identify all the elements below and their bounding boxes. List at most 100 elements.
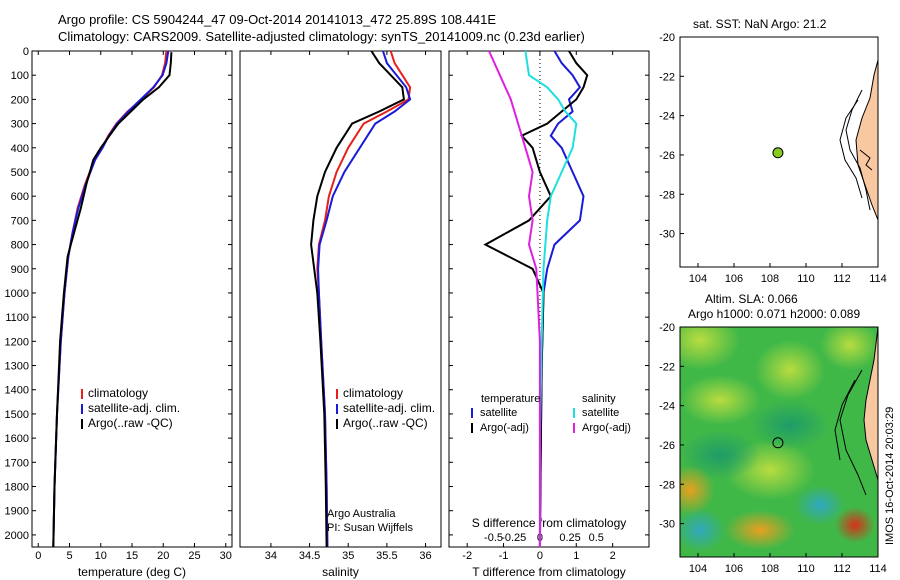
y-tick-label: 800	[11, 240, 29, 252]
x-axis-label: temperature (deg C)	[78, 565, 186, 579]
x-tick-label: 34.5	[299, 550, 320, 562]
map-x-tick-label: 112	[833, 273, 851, 285]
x-tick-label: 20	[157, 550, 169, 562]
x-axis-label: T difference from climatology	[472, 565, 626, 579]
map-x-tick-label: 114	[869, 563, 887, 575]
s-tick-label: 0.25	[559, 532, 580, 544]
legend-title-temperature: temperature	[481, 393, 540, 405]
map-x-tick-label: 104	[689, 273, 707, 285]
legend-label: Argo(..raw -QC)	[88, 416, 173, 430]
y-tick-label: 0	[23, 46, 29, 58]
legend-label: satellite	[480, 407, 517, 419]
difference-panel	[448, 50, 650, 548]
y-tick-label: 200	[11, 94, 29, 106]
legend-label: satellite-adj. clim.	[88, 401, 180, 415]
series-line	[310, 50, 405, 548]
argo-location-marker	[772, 437, 784, 449]
sla-map-panel: Altim. SLA: 0.066 Argo h1000: 0.071 h200…	[679, 292, 879, 558]
map-x-tick-label: 110	[797, 563, 815, 575]
salinity-panel	[239, 50, 442, 548]
title-line-2: Climatology: CARS2009. Satellite-adjuste…	[58, 29, 585, 44]
x-tick-label: 35	[342, 550, 354, 562]
x-tick-label: 35.5	[376, 550, 397, 562]
y-tick-label: 700	[11, 215, 29, 227]
x-tick-label: 2	[610, 550, 616, 562]
map-y-tick-label: -20	[659, 322, 675, 334]
map-x-tick-label: 108	[761, 563, 779, 575]
map-x-tick-label: 114	[869, 273, 887, 285]
sst-coastline	[839, 37, 878, 221]
y-tick-label: 600	[11, 191, 29, 203]
y-tick-label: 1500	[5, 409, 29, 421]
title-line-1: Argo profile: CS 5904244_47 09-Oct-2014 …	[58, 12, 496, 27]
argo-location-marker	[772, 147, 784, 159]
series-line	[488, 50, 541, 547]
y-tick-label: 1100	[5, 312, 29, 324]
x-tick-label: 34	[265, 550, 277, 562]
legend-label: Argo(-adj)	[480, 422, 529, 434]
y-tick-label: 100	[11, 70, 29, 82]
map-x-tick-label: 110	[797, 273, 815, 285]
map-x-tick-label: 104	[689, 563, 707, 575]
x-tick-label: 15	[126, 550, 138, 562]
x-tick-label: 0	[35, 550, 41, 562]
map-x-tick-label: 112	[833, 563, 851, 575]
x-tick-label: 30	[220, 550, 232, 562]
y-tick-label: 1300	[5, 361, 29, 373]
s-tick-label: -0.5	[484, 532, 503, 544]
legend-label: climatology	[343, 386, 403, 400]
y-tick-label: 1800	[5, 482, 29, 494]
legend-label: Argo(..raw -QC)	[343, 416, 428, 430]
legend-label: satellite	[582, 407, 619, 419]
sla-map-title-2: Argo h1000: 0.071 h2000: 0.089	[688, 307, 860, 321]
map-y-tick-label: -26	[659, 440, 675, 452]
x-tick-label: -1	[499, 550, 509, 562]
y-tick-label: 300	[11, 119, 29, 131]
y-tick-label: 1200	[5, 336, 29, 348]
x-tick-label: 10	[95, 550, 107, 562]
map-y-tick-label: -22	[659, 361, 675, 373]
x-tick-label: 1	[573, 550, 579, 562]
legend-label: Argo(-adj)	[582, 422, 631, 434]
map-y-tick-label: -24	[659, 111, 675, 123]
map-y-tick-label: -22	[659, 71, 675, 83]
map-y-tick-label: -26	[659, 150, 675, 162]
y-tick-label: 400	[11, 143, 29, 155]
x-axis-label: salinity	[322, 565, 359, 579]
y-tick-label: 1000	[5, 288, 29, 300]
y-tick-label: 500	[11, 167, 29, 179]
y-tick-label: 2000	[5, 530, 29, 542]
map-y-tick-label: -30	[659, 229, 675, 241]
annotation-pi: PI: Susan Wijffels	[327, 522, 413, 534]
map-y-tick-label: -28	[659, 479, 675, 491]
y-tick-label: 900	[11, 264, 29, 276]
y-tick-label: 1400	[5, 385, 29, 397]
x-tick-label: 5	[66, 550, 72, 562]
y-tick-label: 1900	[5, 506, 29, 518]
s-tick-label: 0.5	[589, 532, 604, 544]
map-y-tick-label: -20	[659, 32, 675, 44]
series-line	[524, 50, 578, 547]
x-tick-label: 36	[419, 550, 431, 562]
legend-title-salinity: salinity	[582, 393, 616, 405]
x-axis-label-2: S difference from climatology	[472, 516, 627, 530]
map-x-tick-label: 106	[725, 273, 743, 285]
sla-heatmap	[680, 327, 878, 557]
legend-label: satellite-adj. clim.	[343, 401, 435, 415]
temperature-panel	[31, 50, 233, 548]
sst-map-title: sat. SST: NaN Argo: 21.2	[693, 17, 827, 31]
map-x-tick-label: 108	[761, 273, 779, 285]
legend-label: climatology	[88, 386, 148, 400]
x-tick-label: 25	[188, 550, 200, 562]
imos-side-label: IMOS 16-Oct-2014 20:03:29	[884, 407, 896, 545]
y-tick-label: 1600	[5, 433, 29, 445]
map-y-tick-label: -30	[659, 519, 675, 531]
map-y-tick-label: -24	[659, 401, 675, 413]
annotation-argo-australia: Argo Australia	[327, 508, 396, 520]
x-tick-label: 0	[537, 550, 543, 562]
map-y-tick-label: -28	[659, 189, 675, 201]
x-tick-label: -2	[462, 550, 472, 562]
s-tick-label: -0.25	[501, 532, 526, 544]
sst-map-panel: sat. SST: NaN Argo: 21.2	[679, 17, 879, 268]
